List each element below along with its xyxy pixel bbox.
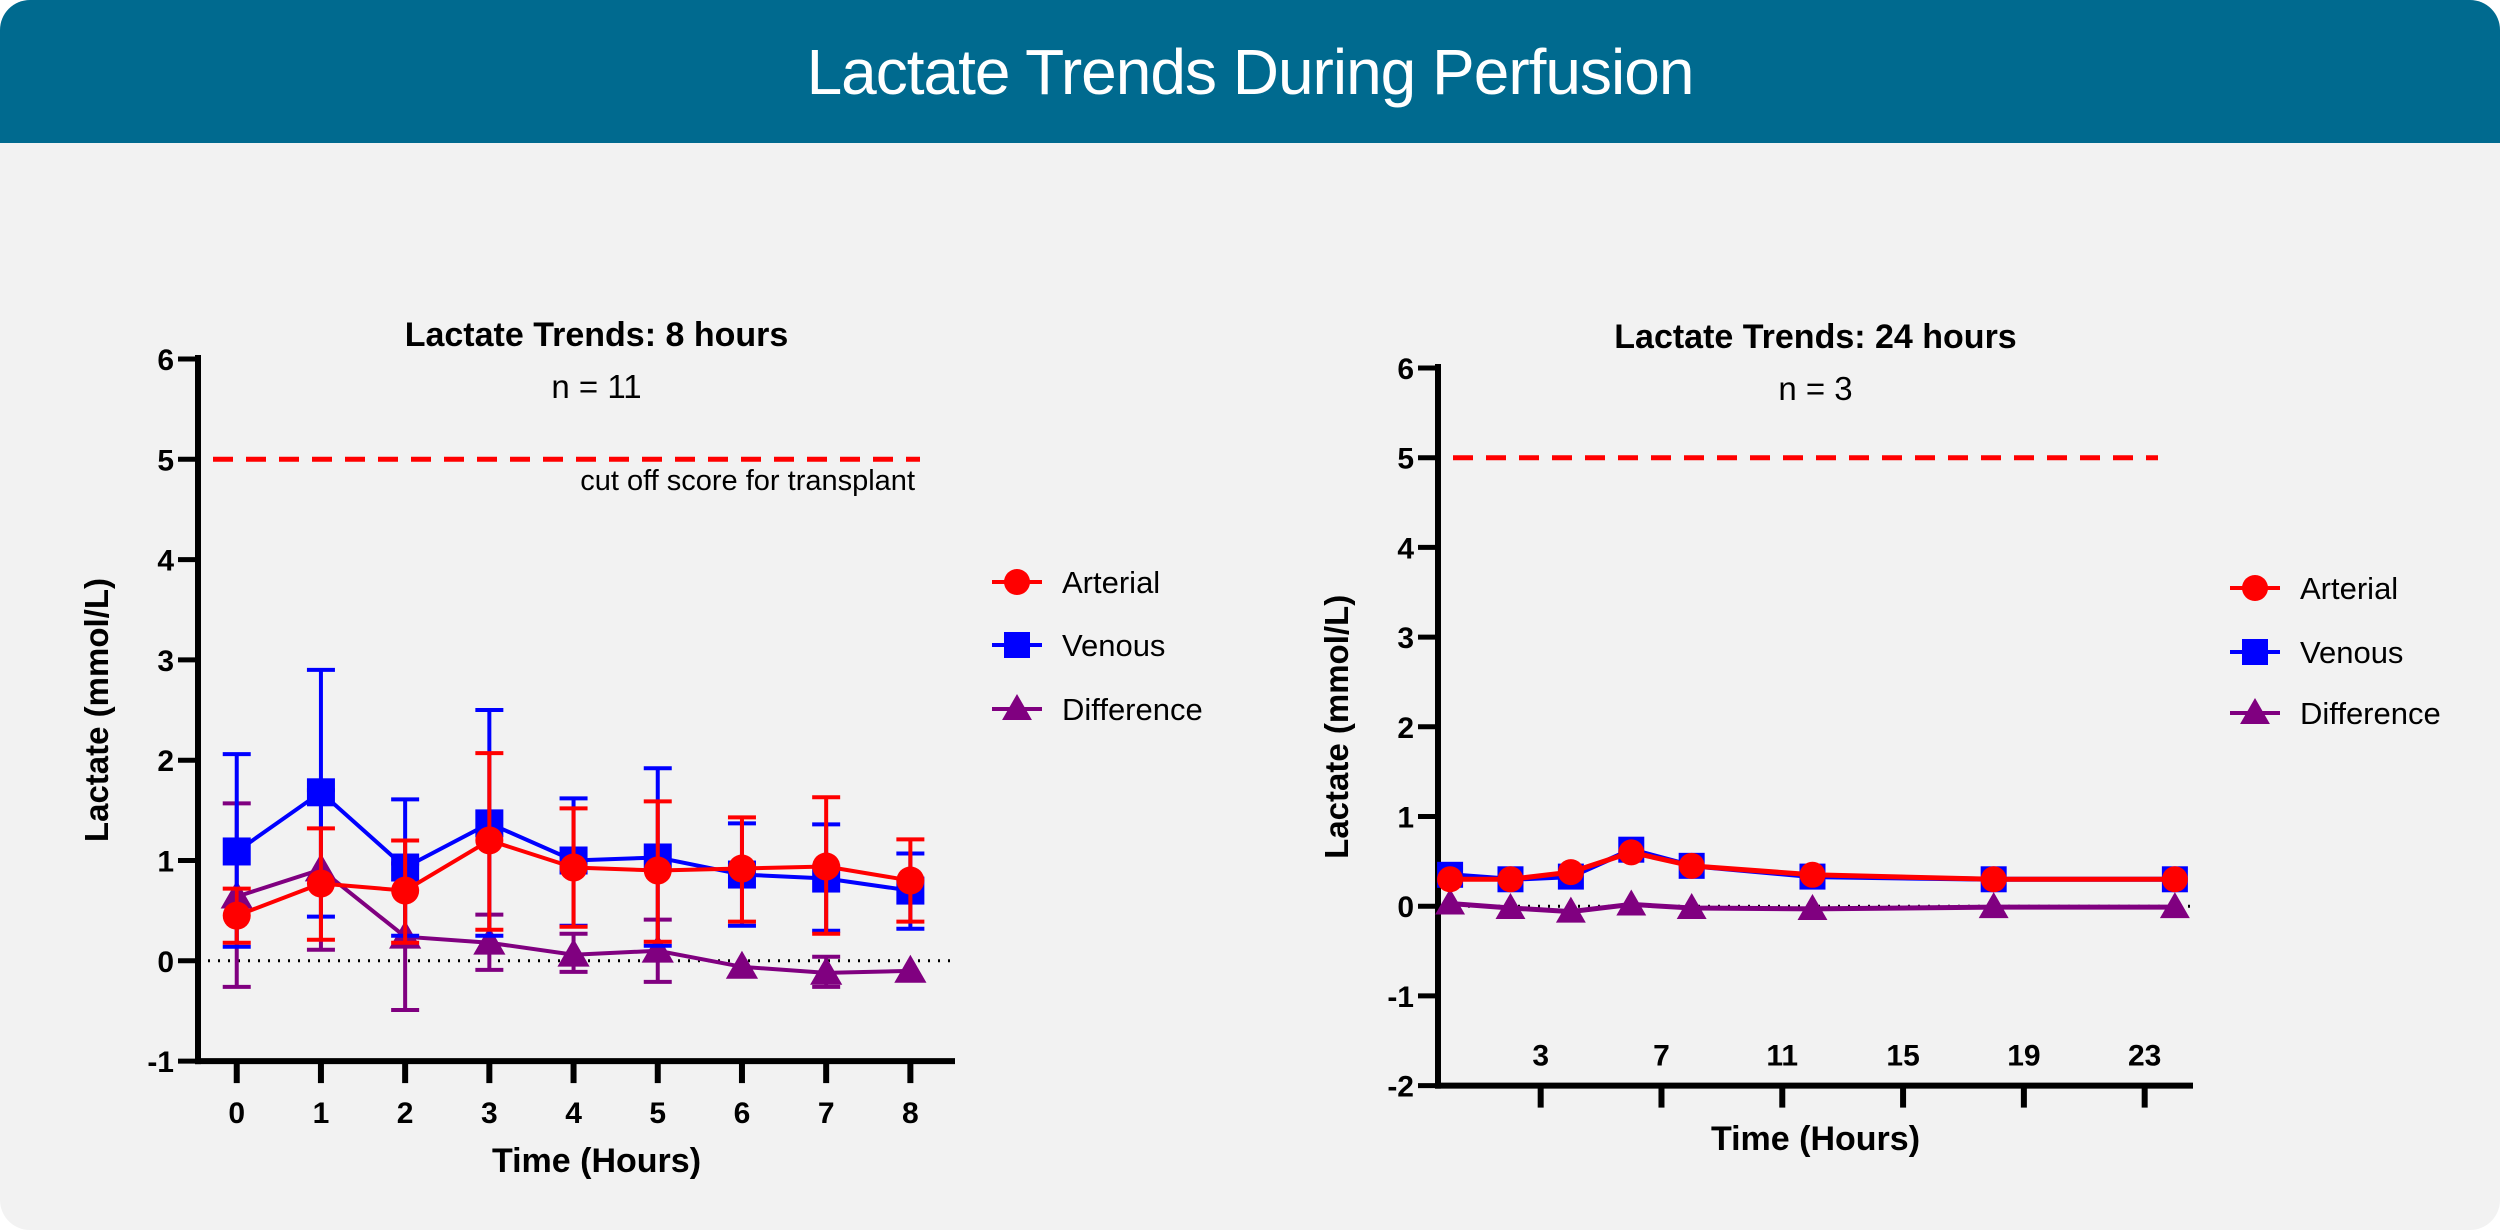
data-point (812, 852, 841, 881)
data-point (1495, 893, 1526, 920)
data-point (1678, 852, 1705, 879)
legend-marker (1002, 694, 1032, 721)
x-tick-label: 19 (2007, 1040, 2040, 1073)
y-tick-label: -1 (1387, 981, 1414, 1014)
legend-marker (1004, 569, 1030, 595)
legend-marker (1004, 632, 1030, 658)
data-point (1497, 866, 1524, 893)
data-point (641, 934, 674, 963)
x-tick-label: 11 (1766, 1040, 1798, 1073)
series-line (1449, 901, 2175, 915)
x-axis-label: Time (Hours) (492, 1142, 701, 1180)
legend-marker (2242, 639, 2268, 665)
x-tick-label: 8 (902, 1097, 919, 1130)
data-point (896, 866, 925, 895)
y-tick-label: -2 (1387, 1071, 1414, 1104)
data-point (727, 854, 756, 883)
data-point (473, 926, 506, 955)
x-tick-label: 23 (2128, 1040, 2161, 1073)
chart-title: Lactate Trends: 8 hours (405, 316, 789, 354)
y-tick-label: 1 (157, 846, 174, 879)
x-axis-label: Time (Hours) (1711, 1120, 1920, 1158)
y-tick-label: 0 (157, 946, 174, 979)
y-tick-label: 6 (1397, 353, 1414, 386)
y-tick-label: 0 (1397, 891, 1414, 924)
x-tick-label: 4 (565, 1097, 582, 1130)
x-tick-label: 7 (1653, 1040, 1670, 1073)
x-tick-label: 6 (734, 1097, 751, 1130)
data-point (1555, 896, 1586, 923)
y-tick-label: 3 (157, 645, 174, 678)
data-point (725, 950, 759, 979)
chart-subtitle: n = 3 (1778, 370, 1852, 407)
x-tick-label: 5 (649, 1097, 666, 1130)
header-bar: Lactate Trends During Perfusion (0, 0, 2500, 143)
data-point (1616, 889, 1647, 916)
data-point (1676, 893, 1707, 920)
data-point (1797, 893, 1828, 920)
data-point (1980, 866, 2007, 893)
data-point (1978, 892, 2009, 919)
page-title: Lactate Trends During Perfusion (806, 35, 1695, 108)
y-tick-label: 4 (157, 545, 174, 578)
x-tick-label: 3 (1532, 1040, 1549, 1073)
data-point (1618, 839, 1645, 866)
data-point (810, 956, 843, 985)
chart-title: Lactate Trends: 24 hours (1614, 318, 2016, 356)
y-axis-label: Lactate (mmol/L) (1318, 595, 1355, 859)
x-tick-label: 7 (818, 1097, 835, 1130)
x-tick-label: 1 (313, 1097, 330, 1130)
data-point (1437, 866, 1464, 893)
data-point (894, 954, 927, 983)
y-tick-label: 5 (1397, 443, 1414, 476)
data-point (1799, 861, 1826, 888)
y-tick-label: 2 (1397, 712, 1414, 745)
data-point (391, 876, 420, 905)
y-tick-label: 3 (1397, 622, 1414, 655)
legend-label: Arterial (2300, 571, 2398, 606)
data-point (2161, 866, 2188, 893)
legend: Arterial Venous Difference (2230, 571, 2441, 731)
y-tick-label: 5 (157, 444, 174, 477)
series-arterial (1437, 839, 2188, 893)
data-point (306, 869, 335, 898)
chart-1: Lactate Trends: 8 hours n = 11 cut off sco… (78, 316, 1203, 1180)
series-difference (1435, 888, 2190, 923)
y-tick-label: 2 (157, 745, 174, 778)
chart-subtitle: n = 11 (551, 368, 641, 405)
y-tick-label: 1 (1397, 802, 1414, 835)
x-tick-label: 15 (1886, 1040, 1919, 1073)
cutoff-label: cut off score for transplant (580, 465, 915, 497)
legend-label: Venous (1062, 628, 1165, 663)
y-axis-label: Lactate (mmol/L) (78, 578, 115, 842)
data-point (557, 938, 590, 967)
data-point (1557, 859, 1584, 886)
data-point (475, 826, 504, 855)
y-tick-label: -1 (147, 1046, 174, 1079)
data-point (222, 901, 251, 930)
data-point (2159, 892, 2190, 919)
legend-marker (2242, 575, 2268, 601)
data-point (222, 837, 251, 866)
legend-label: Venous (2300, 635, 2403, 670)
data-point (306, 778, 335, 807)
y-tick-label: 6 (157, 344, 174, 377)
data-point (559, 853, 588, 882)
legend-label: Arterial (1062, 565, 1160, 600)
data-point (643, 856, 672, 885)
x-tick-label: 2 (397, 1097, 414, 1130)
legend-label: Difference (2300, 696, 2441, 731)
legend-marker (2240, 698, 2270, 725)
data-point (1435, 888, 1466, 915)
y-tick-label: 4 (1397, 532, 1414, 565)
x-tick-label: 3 (481, 1097, 498, 1130)
series-arterial (222, 751, 925, 945)
legend-label: Difference (1062, 692, 1203, 727)
x-tick-label: 0 (228, 1097, 245, 1130)
legend: Arterial Venous Difference (992, 565, 1203, 727)
